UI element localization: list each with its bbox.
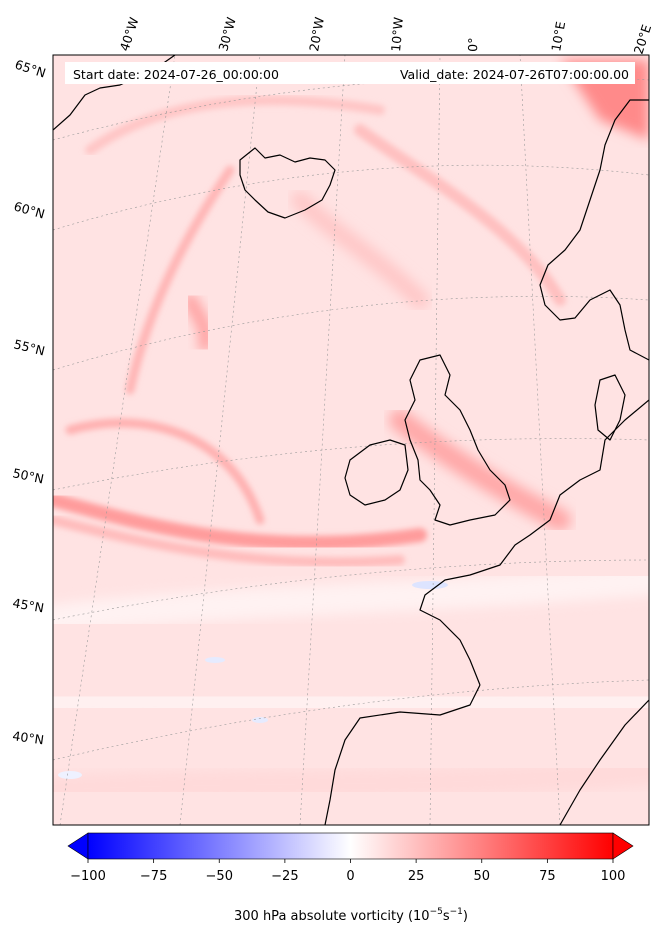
ireland-coast [344, 439, 409, 506]
colorbar-tick-label: 100 [601, 869, 626, 884]
lat-label-65n: 65°N [13, 57, 48, 81]
lat-label-50n: 50°N [11, 465, 45, 486]
iberia-coast [324, 684, 481, 825]
colorbar-tick-label: −25 [271, 869, 298, 884]
coastlines [53, 55, 649, 825]
map-panel: Start date: 2024-07-26_00:00:00 Valid_da… [53, 55, 649, 825]
lon-label-10w: 10°W [388, 17, 406, 53]
colorbar-tick-label: −50 [206, 869, 233, 884]
colorbar-label-mid: s [443, 909, 450, 924]
colorbar-ticks: −100 −75 −50 −25 0 25 50 75 100 [70, 859, 625, 884]
lon-label-40w: 40°W [117, 15, 142, 52]
lon-label-0: 0° [465, 37, 480, 52]
colorbar-tick-label: −75 [140, 869, 167, 884]
lat-label-45n: 45°N [11, 595, 45, 615]
scandinavia-coast [539, 99, 649, 361]
lat-label-60n: 60°N [12, 198, 46, 221]
lat-label-40n: 40°N [12, 728, 45, 747]
colorbar-label-main: 300 hPa absolute vorticity (10 [234, 909, 430, 924]
denmark-coast [594, 374, 626, 441]
colorbar-label-exp2: −1 [450, 907, 463, 917]
colorbar-label-exp1: −5 [430, 907, 443, 917]
colorbar-extend-max [612, 832, 634, 860]
colorbar-tick-label: 0 [346, 869, 354, 884]
great-britain-coast [404, 354, 511, 526]
colorbar-tick-label: 25 [408, 869, 425, 884]
colorbar-label: 300 hPa absolute vorticity (10−5s−1) [234, 907, 468, 924]
lon-label-10e: 10°E [548, 20, 568, 52]
colorbar: −100 −75 −50 −25 0 25 50 75 100 300 hPa absolute… [67, 832, 634, 924]
colorbar-tick-label: 75 [539, 869, 556, 884]
colorbar-gradient [87, 832, 614, 860]
vorticity-field [53, 60, 649, 805]
valid-date-text: Valid_date: 2024-07-26T07:00:00.00 [400, 67, 629, 82]
iceland-coast [239, 147, 336, 219]
colorbar-tick-label: 50 [473, 869, 490, 884]
colorbar-label-end: ) [463, 909, 468, 924]
lat-label-55n: 55°N [12, 336, 46, 358]
latitude-labels: 65°N 60°N 55°N 50°N 45°N 40°N [11, 57, 47, 748]
start-date-text: Start date: 2024-07-26_00:00:00 [73, 67, 279, 82]
continental-europe-coast [419, 399, 649, 686]
lon-label-30w: 30°W [215, 16, 238, 53]
lon-label-20w: 20°W [306, 16, 327, 53]
graticule [53, 55, 649, 825]
map-frame [52, 54, 650, 826]
lon-label-20e: 20°E [631, 23, 655, 56]
colorbar-tick-label: −100 [70, 869, 106, 884]
header-bar [65, 62, 635, 84]
mediterranean-coast [559, 699, 649, 825]
colorbar-extend-min [67, 832, 89, 860]
longitude-labels: 40°W 30°W 20°W 10°W 0° 10°E 20°E [117, 15, 655, 55]
